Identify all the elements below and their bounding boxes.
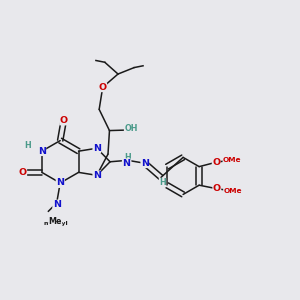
Text: N: N — [93, 144, 101, 153]
Text: N: N — [53, 200, 61, 209]
Text: OH: OH — [124, 124, 138, 133]
Text: N: N — [141, 159, 149, 168]
Text: methyl: methyl — [44, 220, 68, 226]
Text: O: O — [99, 83, 107, 92]
Text: N: N — [56, 178, 64, 188]
Text: O: O — [212, 158, 220, 167]
Text: N: N — [56, 178, 64, 188]
Text: N: N — [122, 159, 130, 168]
Text: O: O — [60, 116, 68, 125]
Text: O: O — [213, 184, 221, 193]
Text: H: H — [24, 141, 31, 150]
Text: OMe: OMe — [223, 157, 242, 163]
Text: Me: Me — [48, 217, 62, 226]
Text: H: H — [159, 178, 166, 187]
Text: H: H — [124, 153, 131, 162]
Text: N: N — [93, 171, 101, 180]
Text: N: N — [38, 147, 46, 156]
Text: O: O — [19, 168, 27, 177]
Text: OMe: OMe — [224, 188, 242, 194]
